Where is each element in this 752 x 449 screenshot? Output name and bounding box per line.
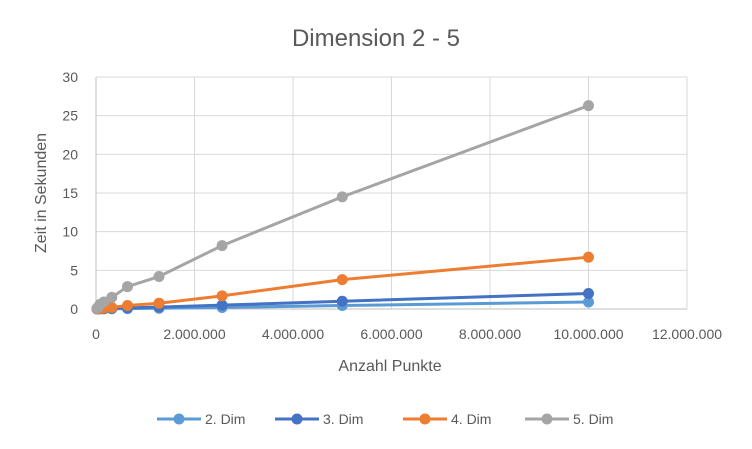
legend-label: 2. Dim — [205, 411, 245, 427]
legend-swatch-marker — [173, 413, 185, 425]
data-point — [216, 299, 228, 311]
y-tick-label: 25 — [62, 108, 78, 124]
y-tick-label: 10 — [62, 224, 78, 240]
y-tick-label: 20 — [62, 146, 78, 162]
data-point — [216, 290, 228, 302]
legend-swatch-marker — [291, 413, 303, 425]
y-tick-label: 0 — [70, 301, 78, 317]
legend-label: 5. Dim — [573, 411, 613, 427]
x-axis-title: Anzahl Punkte — [338, 358, 441, 375]
x-tick-label: 10.000.000 — [553, 326, 623, 342]
data-point — [336, 295, 348, 307]
x-tick-label: 12.000.000 — [652, 326, 722, 342]
data-point — [583, 251, 594, 263]
data-point — [216, 240, 228, 252]
data-point — [583, 288, 594, 300]
legend-item: 5. Dim — [525, 411, 613, 427]
series-group — [91, 100, 594, 315]
legend: 2. Dim 3. Dim 4. Dim 5. Dim — [157, 411, 613, 427]
data-point — [336, 274, 348, 286]
gridlines — [96, 76, 688, 309]
y-tick-label: 30 — [62, 69, 78, 85]
legend-label: 4. Dim — [451, 411, 491, 427]
legend-item: 4. Dim — [403, 411, 491, 427]
x-tick-label: 0 — [92, 326, 100, 342]
data-point — [583, 100, 594, 112]
x-tick-label: 2.000.000 — [163, 326, 225, 342]
legend-swatch-marker — [419, 413, 431, 425]
legend-item: 2. Dim — [157, 411, 245, 427]
data-point — [106, 291, 118, 303]
legend-item: 3. Dim — [275, 411, 363, 427]
axes: 0 5 10 15 20 25 30 0 2.000.000 4.000.000 6.000.000… — [62, 69, 722, 342]
data-point — [153, 271, 165, 283]
y-tick-label: 15 — [62, 185, 78, 201]
x-tick-label: 4.000.000 — [262, 326, 324, 342]
data-point — [106, 301, 118, 313]
data-point — [122, 281, 134, 293]
chart-title: Dimension 2 - 5 — [292, 25, 460, 52]
y-tick-label: 5 — [70, 262, 78, 278]
data-point — [583, 296, 594, 308]
data-point — [122, 300, 134, 312]
data-point — [153, 297, 165, 309]
data-point — [336, 191, 348, 203]
x-tick-label: 8.000.000 — [459, 326, 521, 342]
legend-label: 3. Dim — [323, 411, 363, 427]
y-axis-title: Zeit in Sekunden — [33, 133, 50, 253]
legend-swatch-marker — [541, 413, 553, 425]
x-tick-label: 6.000.000 — [360, 326, 422, 342]
series-4 — [91, 100, 594, 314]
